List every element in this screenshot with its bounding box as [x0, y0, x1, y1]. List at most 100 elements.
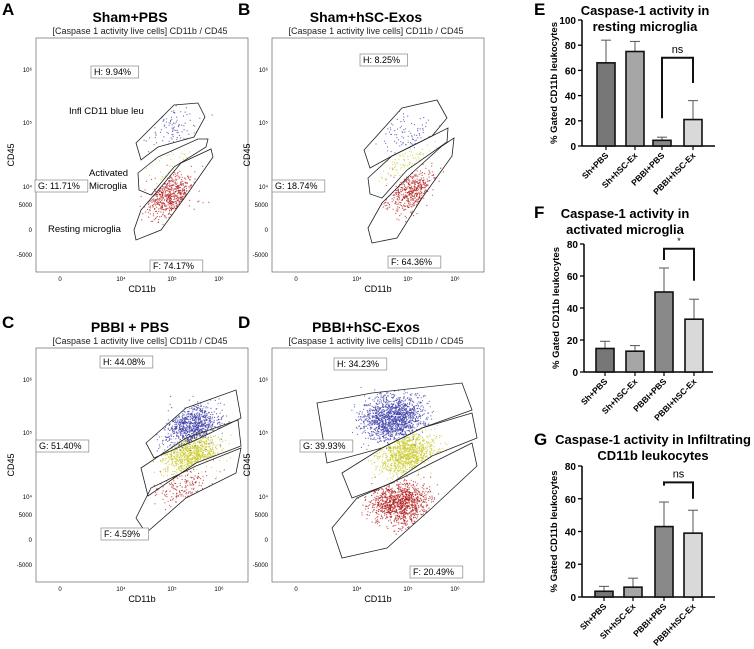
event-dot — [403, 166, 405, 168]
gate-h — [135, 102, 206, 161]
event-dot — [418, 194, 420, 196]
event-dot — [174, 482, 176, 484]
event-dot — [184, 181, 186, 183]
event-dot — [422, 153, 424, 155]
event-dot — [419, 128, 421, 130]
event-dot — [212, 459, 215, 461]
event-dot — [420, 193, 422, 195]
event-dot — [200, 485, 202, 487]
event-dot — [434, 177, 436, 179]
event-dot — [156, 202, 159, 205]
event-dot — [409, 148, 411, 150]
event-dot — [413, 179, 415, 181]
event-dot — [195, 490, 197, 492]
event-dot — [177, 172, 179, 174]
event-dot — [160, 211, 162, 213]
event-dot — [182, 158, 184, 160]
event-dot — [157, 201, 159, 203]
event-dot — [182, 495, 184, 497]
event-dot — [170, 195, 172, 197]
event-dot — [406, 188, 408, 190]
event-dot — [184, 479, 186, 481]
event-dot — [160, 129, 162, 131]
event-dot — [167, 204, 169, 206]
event-dot — [182, 187, 184, 190]
event-dot — [166, 190, 169, 192]
event-dot — [405, 221, 407, 223]
event-dot — [174, 122, 176, 124]
event-dot — [394, 203, 396, 205]
event-dot — [150, 207, 152, 209]
event-dot — [169, 180, 171, 182]
annotation-resting-microglia: Resting microglia — [48, 224, 122, 235]
event-dot — [152, 200, 154, 202]
event-dot — [160, 171, 162, 173]
event-dot — [156, 202, 158, 204]
event-dot — [170, 176, 172, 178]
event-dot — [170, 179, 173, 181]
event-dot — [162, 206, 164, 208]
event-dot — [178, 202, 180, 204]
event-dot — [417, 198, 419, 200]
event-dot — [148, 151, 150, 153]
gate-label-box-g — [34, 179, 89, 193]
event-dot — [411, 194, 413, 196]
event-dot — [386, 183, 388, 185]
y-tick-label: 5000 — [19, 203, 33, 209]
event-dot — [169, 122, 171, 124]
event-dot — [163, 136, 165, 138]
event-dot — [184, 111, 186, 113]
event-dot — [215, 478, 217, 480]
event-dot — [417, 182, 419, 184]
event-dot — [177, 198, 179, 200]
event-dot — [425, 126, 427, 128]
event-dot — [414, 134, 416, 136]
event-dot — [402, 154, 404, 156]
event-dot — [407, 115, 409, 117]
event-dot — [418, 187, 420, 189]
event-dot — [172, 127, 174, 129]
event-dot — [412, 198, 414, 200]
event-dot — [420, 178, 422, 181]
event-dot — [176, 132, 178, 134]
event-dot — [394, 140, 396, 142]
event-dot — [181, 460, 183, 462]
event-dot — [181, 176, 183, 178]
event-dot — [411, 136, 413, 138]
event-dot — [198, 458, 200, 461]
event-dot — [147, 211, 150, 213]
event-dot — [149, 174, 151, 176]
event-dot — [162, 498, 164, 500]
plot-title: Sham+hSC-Exos — [310, 9, 423, 25]
event-dot — [178, 124, 180, 126]
event-dot — [186, 156, 188, 158]
event-dot — [407, 158, 409, 161]
event-dot — [412, 154, 414, 156]
event-dot — [183, 188, 186, 190]
event-dot — [196, 442, 199, 444]
event-dot — [410, 187, 412, 189]
gate-percentage-h: H: 9.94% — [94, 67, 131, 77]
event-dot — [423, 177, 425, 179]
event-dot — [391, 201, 393, 203]
event-dot — [394, 152, 396, 154]
event-dot — [192, 476, 194, 479]
plot-area: H: 44.08%G: 51.40%F: 4.59% — [35, 355, 242, 541]
event-dot — [153, 199, 155, 201]
event-dot — [176, 196, 179, 198]
event-dot — [385, 199, 387, 201]
event-dot — [168, 458, 170, 460]
event-dot — [183, 125, 185, 127]
event-dot — [418, 173, 420, 175]
event-dot — [178, 466, 180, 468]
event-dot — [163, 119, 165, 121]
event-dot — [171, 180, 173, 183]
event-dot — [221, 435, 223, 437]
y-tick-label: 10⁶ — [23, 67, 33, 74]
event-dot — [418, 191, 420, 193]
event-dot — [186, 481, 188, 483]
event-dot — [416, 175, 418, 177]
event-dot — [162, 486, 164, 488]
event-dot — [170, 506, 172, 508]
event-dot — [212, 444, 214, 446]
